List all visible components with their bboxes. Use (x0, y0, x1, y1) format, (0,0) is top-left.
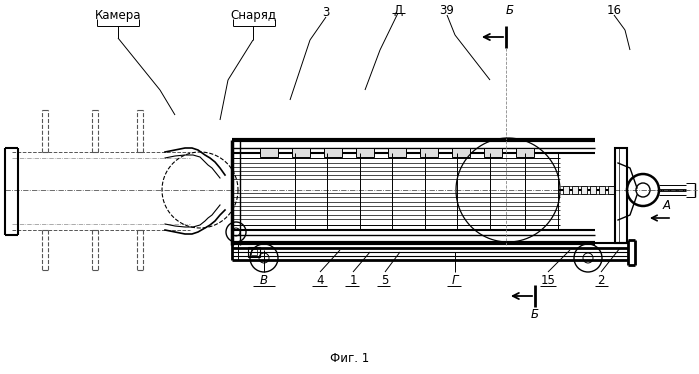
Text: 5: 5 (382, 273, 389, 286)
Text: Камера: Камера (95, 9, 141, 21)
Text: Фиг. 1: Фиг. 1 (331, 352, 370, 365)
Bar (452, 148, 470, 157)
Text: Снаряд: Снаряд (230, 9, 276, 21)
Bar (356, 148, 374, 157)
Text: В: В (260, 273, 268, 286)
Bar (251, 249, 257, 255)
Bar (581, 186, 587, 194)
Text: А: А (663, 199, 671, 212)
Bar (292, 148, 310, 157)
Bar (563, 186, 569, 194)
Bar (516, 148, 534, 157)
Bar (420, 148, 438, 157)
Text: Б: Б (506, 3, 514, 16)
Text: 1: 1 (350, 273, 356, 286)
Bar (572, 186, 578, 194)
Bar (260, 148, 278, 157)
Text: 2: 2 (597, 273, 605, 286)
Bar (590, 186, 596, 194)
Text: Д: Д (394, 3, 403, 16)
Text: 39: 39 (440, 3, 454, 16)
Text: 15: 15 (540, 273, 556, 286)
Bar (608, 186, 614, 194)
Text: Б: Б (531, 309, 539, 322)
Text: 3: 3 (322, 6, 330, 18)
Bar (324, 148, 342, 157)
Bar (248, 247, 260, 257)
Text: Г: Г (452, 273, 459, 286)
Text: 16: 16 (607, 3, 621, 16)
Text: 4: 4 (316, 273, 324, 286)
Bar (615, 148, 627, 243)
Bar (484, 148, 502, 157)
Bar (388, 148, 406, 157)
Bar (599, 186, 605, 194)
